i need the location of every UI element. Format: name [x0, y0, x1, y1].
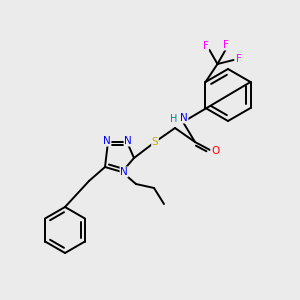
Text: S: S	[152, 137, 158, 147]
Text: N: N	[124, 136, 132, 146]
Text: F: F	[202, 41, 208, 51]
Text: F: F	[223, 40, 228, 50]
Text: N: N	[103, 136, 111, 146]
Text: N: N	[180, 113, 188, 123]
Text: F: F	[236, 54, 242, 64]
Text: H: H	[170, 114, 178, 124]
Text: O: O	[211, 146, 219, 156]
Text: N: N	[120, 167, 128, 177]
